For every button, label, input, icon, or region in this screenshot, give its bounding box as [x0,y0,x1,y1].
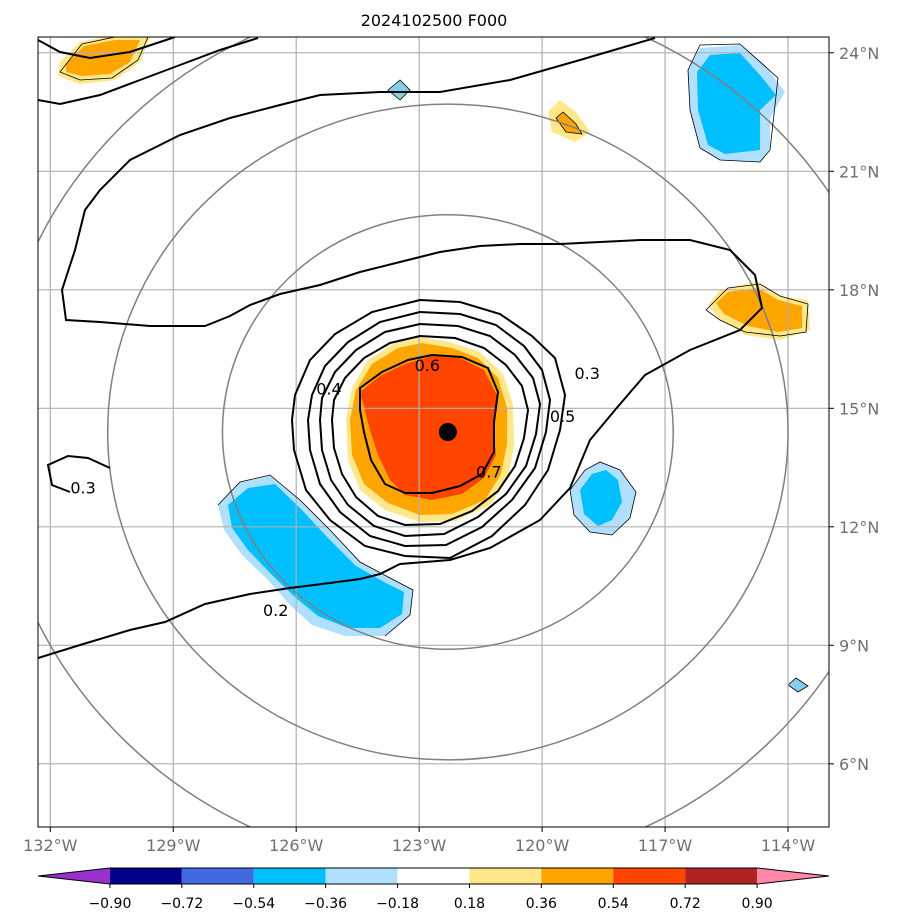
lon-tick-label: 114°W [761,836,816,855]
contour-0.7 [359,353,500,494]
contour-0.3 [290,298,567,560]
colorbar-tick-label: −0.72 [160,896,203,912]
colorbar-swatch [469,868,542,884]
contour-0.6 [330,334,530,527]
colorbar-swatch [757,868,829,884]
colorbar-tick-label: −0.36 [304,896,347,912]
colorbar-tick-label: 0.36 [526,896,557,912]
thin-outline-band [217,474,414,637]
lat-lon-grid [38,37,829,827]
contour-labels: 0.6 0.4 0.3 0.5 0.7 0.3 0.2 [70,356,600,620]
colorbar-tick-label: −0.18 [376,896,419,912]
lon-tick-label: 117°W [638,836,693,855]
contour-label: 0.5 [550,407,575,426]
lon-tick-label: 129°W [146,836,201,855]
contour-lines [38,37,809,659]
range-rings [38,37,829,827]
cold-anomaly-small-south [787,677,809,693]
colorbar: −0.90 −0.72 −0.54 −0.36 −0.18 0.18 0.36 0.54 0.7… [37,867,830,912]
colorbar-swatch [613,868,686,884]
plot-area: 0.6 0.4 0.3 0.5 0.7 0.3 0.2 [38,37,829,827]
colorbar-tick-label: −0.90 [88,896,131,912]
contour-0.2-north [38,37,259,106]
lat-tick-label: 6°N [839,755,869,774]
colorbar-swatch [109,868,182,884]
contour-label: 0.3 [70,478,95,497]
plot-frame [37,36,830,828]
lon-tick-label: 120°W [515,836,570,855]
contour-0.2 [38,37,764,659]
contour-0.2-northwest [38,37,176,60]
lat-tick-label: 24°N [839,44,879,63]
map-title: 2024102500 F000 [361,11,508,30]
lat-tick-label: 9°N [839,636,869,655]
colorbar-swatch [325,868,398,884]
range-ring [221,214,675,650]
colorbar-swatch [181,868,254,884]
thin-outline-east [569,461,637,536]
contour-label: 0.6 [415,356,440,375]
thin-outline-northeast [687,43,779,163]
warm-anomaly-northwest [66,40,140,76]
cold-anomaly-east [580,470,622,526]
storm-center-marker [438,423,457,441]
colorbar-swatch [685,868,758,884]
lat-tick-label: 21°N [839,162,879,181]
lon-tick-label: 132°W [23,836,78,855]
contour-label: 0.3 [574,364,599,383]
lat-tick-label: 15°N [839,399,879,418]
cold-anomaly-small-north [387,79,411,101]
contour-0.4 [306,310,552,548]
colorbar-swatch [38,868,110,884]
colorbar-tick-label: 0.18 [454,896,485,912]
cold-anomaly-band [228,484,404,628]
colorbar-tick-label: 0.54 [598,896,629,912]
lat-tick-label: 18°N [839,281,879,300]
lon-tick-label: 123°W [392,836,447,855]
contour-0.3-west [46,454,111,493]
colorbar-tick-label: −0.54 [232,896,275,912]
thin-outline-east-warm [705,283,809,337]
colorbar-swatch [253,868,326,884]
contour-label: 0.4 [316,380,341,399]
colorbar-tick-label: 0.90 [742,896,773,912]
latitude-ticks: 24°N 21°N 18°N 15°N 12°N 9°N 6°N [829,44,879,774]
range-ring [106,103,789,761]
lon-tick-label: 126°W [269,836,324,855]
contour-0.5 [318,322,542,538]
colorbar-swatch [541,868,614,884]
lat-tick-label: 12°N [839,518,879,537]
colorbar-tick-label: 0.72 [670,896,701,912]
colorbar-swatch [397,868,470,884]
warm-anomaly-072 [360,356,497,500]
longitude-ticks: 132°W 129°W 126°W 123°W 120°W 117°W 114°W [23,827,815,855]
contour-label: 0.2 [263,601,288,620]
contour-label: 0.7 [476,463,501,482]
